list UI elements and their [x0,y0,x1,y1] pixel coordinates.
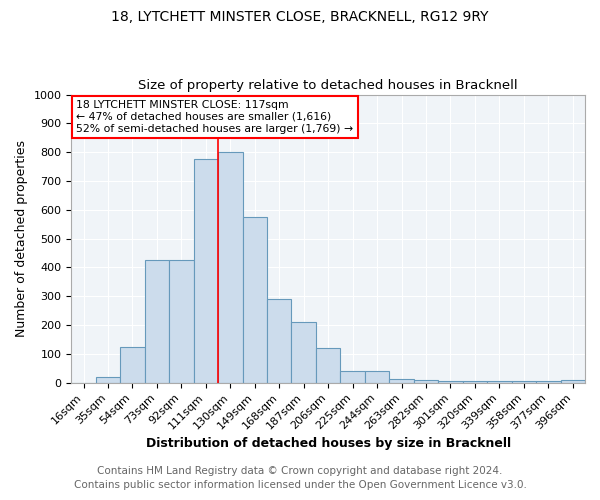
Y-axis label: Number of detached properties: Number of detached properties [15,140,28,337]
Bar [194,160,218,382]
Bar [389,380,414,382]
Text: Contains HM Land Registry data © Crown copyright and database right 2024.
Contai: Contains HM Land Registry data © Crown c… [74,466,526,490]
Bar [242,217,267,382]
Bar [218,152,242,382]
Bar [120,346,145,382]
Text: 18, LYTCHETT MINSTER CLOSE, BRACKNELL, RG12 9RY: 18, LYTCHETT MINSTER CLOSE, BRACKNELL, R… [111,10,489,24]
Bar [267,299,292,382]
Bar [292,322,316,382]
Bar [316,348,340,382]
Bar [340,371,365,382]
Bar [145,260,169,382]
Bar [169,260,194,382]
X-axis label: Distribution of detached houses by size in Bracknell: Distribution of detached houses by size … [146,437,511,450]
Title: Size of property relative to detached houses in Bracknell: Size of property relative to detached ho… [139,79,518,92]
Bar [560,380,585,382]
Text: 18 LYTCHETT MINSTER CLOSE: 117sqm
← 47% of detached houses are smaller (1,616)
5: 18 LYTCHETT MINSTER CLOSE: 117sqm ← 47% … [76,100,353,134]
Bar [414,380,438,382]
Bar [365,371,389,382]
Bar [96,377,120,382]
